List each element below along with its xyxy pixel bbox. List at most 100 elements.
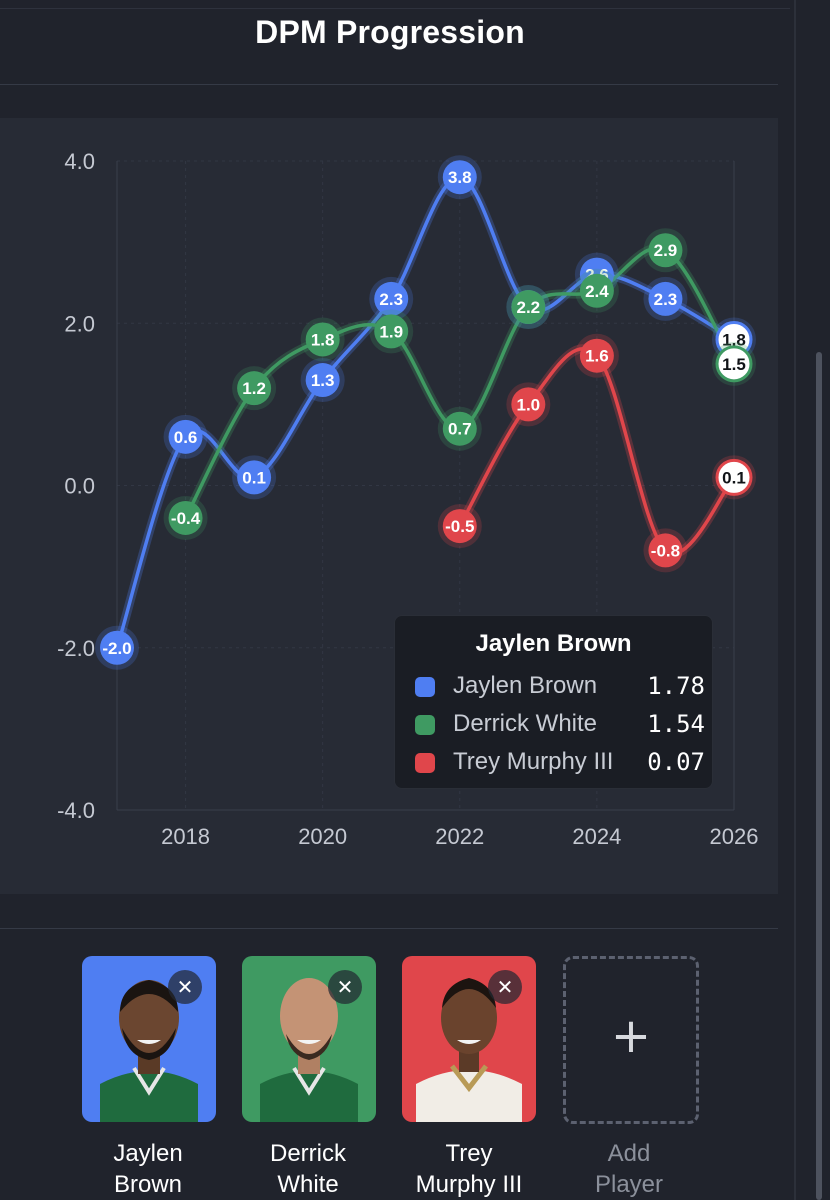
point-marker	[648, 281, 683, 316]
point-marker	[305, 322, 340, 357]
data-label: -2.0	[102, 639, 131, 658]
add-player-label: Add Player	[549, 1138, 709, 1200]
data-point-derrick-white[interactable]: 1.9	[369, 309, 414, 354]
data-label: 1.0	[517, 395, 541, 414]
point-marker	[511, 290, 546, 325]
player-first-name: Derrick	[270, 1140, 346, 1167]
tooltip-value: 1.54	[647, 710, 705, 738]
point-marker	[374, 281, 409, 316]
tooltip-title: Jaylen Brown	[475, 630, 632, 657]
data-point-trey-murphy[interactable]: 1.0	[506, 382, 551, 427]
section-divider	[0, 928, 778, 929]
data-point-derrick-white[interactable]: 0.7	[437, 406, 482, 451]
chart-card: 4.0 2.0 0.0 -2.0 -4.0 2018 2020 2022 2024 2026 -2…	[0, 118, 778, 894]
y-tick-label: 0.0	[64, 474, 95, 499]
data-point-jaylen-brown[interactable]: 2.3	[643, 276, 688, 321]
tooltip-swatch-red	[415, 753, 435, 773]
y-tick-label: 4.0	[64, 149, 95, 174]
y-tick-label: -2.0	[57, 636, 95, 661]
data-label: -0.4	[171, 509, 201, 528]
data-label: 2.9	[654, 241, 678, 260]
data-point-trey-murphy[interactable]: 1.6	[574, 333, 619, 378]
data-label: 1.8	[311, 330, 335, 349]
point-marker	[715, 345, 753, 383]
player-photo-avatar	[100, 980, 198, 1122]
player-name: Trey Murphy III	[389, 1138, 549, 1200]
point-marker	[374, 314, 409, 349]
tooltip-row-trey-murphy: Trey Murphy III 0.07	[415, 748, 705, 778]
add-label-line1: Add	[607, 1140, 651, 1167]
player-name: Derrick White	[228, 1138, 388, 1200]
point-marker	[579, 273, 614, 308]
player-first-name: Trey	[445, 1140, 493, 1167]
data-point-jaylen-brown[interactable]: 2.3	[369, 276, 414, 321]
player-card-jaylen-brown[interactable]: ✕	[82, 956, 216, 1122]
data-point-jaylen-brown[interactable]: 1.3	[300, 358, 345, 403]
data-label: 1.3	[311, 371, 335, 390]
point-marker	[648, 533, 683, 568]
point-marker	[168, 419, 203, 454]
data-label: 0.1	[242, 468, 266, 487]
point-marker	[648, 233, 683, 268]
remove-player-button[interactable]: ✕	[328, 970, 362, 1004]
x-tick-label: 2020	[298, 824, 347, 849]
tooltip-name: Jaylen Brown	[453, 672, 598, 699]
data-point-jaylen-brown[interactable]: 0.1	[232, 455, 277, 500]
data-point-jaylen-brown[interactable]: 3.8	[437, 155, 482, 200]
remove-player-button[interactable]: ✕	[488, 970, 522, 1004]
data-point-trey-murphy[interactable]: -0.5	[437, 504, 482, 549]
y-tick-label: -4.0	[57, 798, 95, 823]
series-line-jaylen-brown	[115, 175, 736, 650]
tooltip-name: Trey Murphy III	[453, 748, 614, 775]
point-marker	[442, 509, 477, 544]
point-marker	[237, 371, 272, 406]
data-point-derrick-white[interactable]: 1.5	[712, 341, 756, 386]
player-card-derrick-white[interactable]: ✕	[242, 956, 376, 1122]
data-label: 2.3	[654, 290, 678, 309]
data-label: 1.9	[379, 322, 403, 341]
data-point-derrick-white[interactable]: -0.4	[163, 495, 208, 540]
data-point-jaylen-brown[interactable]: 0.6	[163, 414, 208, 459]
scrollbar-thumb[interactable]	[816, 352, 822, 1200]
chart-tooltip: Jaylen Brown Jaylen Brown 1.78 Derrick W…	[394, 615, 713, 789]
player-first-name: Jaylen	[113, 1140, 183, 1167]
data-point-derrick-white[interactable]: 1.8	[300, 317, 345, 362]
tooltip-swatch-green	[415, 715, 435, 735]
point-marker	[100, 630, 134, 665]
add-player-button[interactable]: +	[563, 956, 699, 1124]
data-label: 1.6	[585, 347, 609, 366]
series-glow-jaylen-brown	[112, 172, 737, 650]
player-photo-avatar	[416, 978, 522, 1122]
tooltip-row-derrick-white: Derrick White 1.54	[415, 710, 705, 740]
player-last-name: White	[277, 1171, 339, 1198]
top-divider	[0, 8, 790, 9]
tooltip-value: 0.07	[647, 748, 705, 776]
title-divider	[0, 84, 778, 85]
panel-divider	[794, 0, 796, 1200]
tooltip-swatch-blue	[415, 677, 435, 697]
data-point-jaylen-brown[interactable]: -2.0	[95, 625, 139, 670]
data-label: 1.2	[242, 379, 266, 398]
tooltip-row-jaylen-brown: Jaylen Brown 1.78	[415, 672, 705, 702]
x-tick-label: 2022	[435, 824, 484, 849]
x-tick-label: 2024	[572, 824, 621, 849]
data-point-trey-murphy[interactable]: 0.1	[712, 455, 756, 500]
y-tick-label: 2.0	[64, 311, 95, 336]
data-point-trey-murphy[interactable]: -0.8	[643, 528, 688, 573]
data-label: 0.6	[174, 428, 198, 447]
data-point-derrick-white[interactable]: 2.9	[643, 228, 688, 273]
data-point-derrick-white[interactable]: 1.2	[232, 366, 277, 411]
data-point-derrick-white[interactable]: 2.2	[506, 285, 551, 330]
point-marker	[579, 338, 614, 373]
data-label: 1.8	[722, 330, 746, 349]
remove-player-button[interactable]: ✕	[168, 970, 202, 1004]
plus-icon: +	[610, 1008, 652, 1064]
data-label: -0.8	[651, 541, 680, 560]
player-card-trey-murphy[interactable]: ✕	[402, 956, 536, 1122]
data-point-derrick-white[interactable]: 2.4	[574, 268, 619, 313]
point-marker	[168, 500, 203, 535]
point-marker	[305, 363, 340, 398]
x-tick-label: 2018	[161, 824, 210, 849]
add-label-line2: Player	[594, 1171, 664, 1198]
data-label: 0.7	[448, 420, 472, 439]
